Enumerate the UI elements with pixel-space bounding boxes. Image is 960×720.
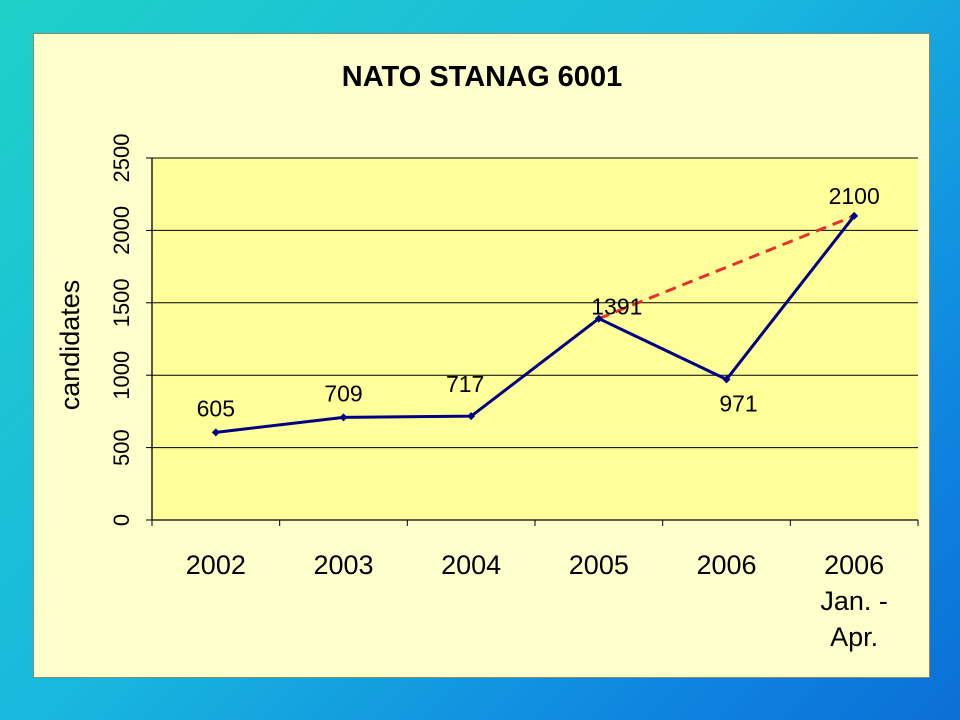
x-tick-label-5-0: 2006 — [824, 550, 884, 580]
x-tick-label-5-1: Jan. - — [820, 586, 888, 616]
data-point-3 — [594, 314, 603, 323]
data-label-5: 2100 — [829, 183, 880, 209]
x-tick-label-4-0: 2006 — [696, 550, 756, 580]
line-chart: NATO STANAG 6001 0 500 1000 1500 2000 2500 cand… — [55, 61, 919, 652]
y-tick-label-1500: 1500 — [109, 278, 134, 327]
chart-title: NATO STANAG 6001 — [342, 61, 622, 93]
y-tick-label-1000: 1000 — [109, 351, 134, 400]
data-label-3: 1391 — [591, 294, 642, 320]
data-label-1: 709 — [324, 380, 362, 406]
series-line — [215, 214, 856, 434]
x-tick-label-2-0: 2004 — [441, 550, 501, 580]
y-tick-label-500: 500 — [109, 429, 134, 466]
x-tick-label-3-0: 2005 — [569, 550, 629, 580]
y-tick-label-2500: 2500 — [109, 134, 134, 183]
plot-area — [152, 158, 918, 520]
data-point-2 — [467, 412, 476, 421]
data-point-0 — [211, 428, 220, 437]
x-tick-label-5-2: Apr. — [830, 622, 878, 652]
data-point-1 — [339, 413, 348, 422]
data-label-2: 717 — [446, 371, 484, 397]
data-label-0: 605 — [197, 395, 235, 421]
chart-frame: NATO STANAG 6001 0 500 1000 1500 2000 2500 cand… — [33, 33, 930, 678]
trend-line — [598, 214, 855, 320]
data-point-5 — [850, 211, 859, 220]
y-axis-title: candidates — [55, 280, 85, 411]
x-tick-label-0-0: 2002 — [186, 550, 246, 580]
data-label-4: 971 — [719, 390, 757, 416]
y-tick-label-2000: 2000 — [109, 206, 134, 255]
x-tick-label-1-0: 2003 — [313, 550, 373, 580]
data-point-4 — [722, 375, 731, 384]
y-tick-label-0: 0 — [109, 514, 134, 526]
